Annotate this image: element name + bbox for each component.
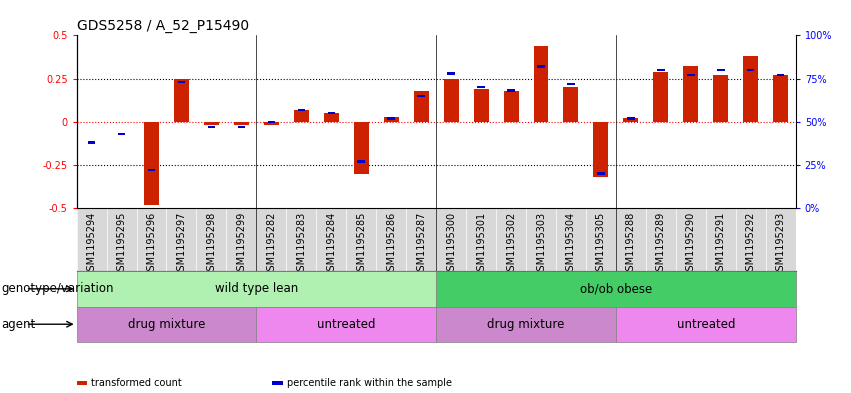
Text: GSM1195298: GSM1195298 <box>207 211 216 277</box>
Bar <box>593 122 608 177</box>
Bar <box>504 91 518 122</box>
Text: GSM1195293: GSM1195293 <box>776 211 785 277</box>
Text: percentile rank within the sample: percentile rank within the sample <box>287 378 452 388</box>
Bar <box>88 141 95 144</box>
Text: GSM1195288: GSM1195288 <box>625 211 636 277</box>
Text: wild type lean: wild type lean <box>214 282 298 296</box>
Text: GSM1195302: GSM1195302 <box>506 211 516 277</box>
Bar <box>387 117 395 119</box>
Bar <box>597 173 605 175</box>
Text: GSM1195301: GSM1195301 <box>476 211 486 277</box>
Text: ob/ob obese: ob/ob obese <box>580 282 652 296</box>
Bar <box>448 72 455 75</box>
Bar <box>657 69 665 71</box>
Bar <box>204 122 219 125</box>
Bar <box>384 117 398 122</box>
Bar <box>77 307 256 342</box>
Text: GSM1195294: GSM1195294 <box>87 211 96 277</box>
Text: GSM1195285: GSM1195285 <box>357 211 366 277</box>
Bar <box>417 95 425 97</box>
Text: GSM1195291: GSM1195291 <box>716 211 726 277</box>
Bar <box>717 69 724 71</box>
Bar <box>687 74 694 76</box>
Text: GSM1195282: GSM1195282 <box>266 211 277 277</box>
Bar <box>683 66 699 122</box>
Bar <box>267 121 275 123</box>
Bar <box>174 79 189 122</box>
Text: GSM1195289: GSM1195289 <box>656 211 665 277</box>
Text: transformed count: transformed count <box>91 378 182 388</box>
Bar <box>477 86 485 88</box>
Bar <box>624 118 638 122</box>
Bar <box>208 126 215 128</box>
Bar <box>743 56 758 122</box>
Bar <box>534 46 549 122</box>
Text: untreated: untreated <box>677 318 735 331</box>
Bar <box>357 160 365 163</box>
Text: drug mixture: drug mixture <box>488 318 565 331</box>
Text: GSM1195284: GSM1195284 <box>326 211 336 277</box>
Text: GSM1195299: GSM1195299 <box>237 211 247 277</box>
Bar <box>474 89 488 122</box>
Bar <box>627 117 635 119</box>
Bar <box>328 112 335 114</box>
Bar <box>713 75 728 122</box>
Bar <box>436 307 616 342</box>
Text: GSM1195295: GSM1195295 <box>117 211 127 277</box>
Text: drug mixture: drug mixture <box>128 318 205 331</box>
Bar <box>148 169 155 171</box>
Text: GSM1195303: GSM1195303 <box>536 211 546 277</box>
Bar <box>443 79 459 122</box>
Bar <box>507 90 515 92</box>
Text: GSM1195286: GSM1195286 <box>386 211 397 277</box>
Bar <box>117 133 125 135</box>
Bar <box>323 113 339 122</box>
Bar <box>294 110 309 122</box>
Bar <box>774 75 788 122</box>
Text: GSM1195292: GSM1195292 <box>745 211 756 277</box>
Bar <box>414 91 429 122</box>
Bar <box>234 122 248 125</box>
Text: GSM1195290: GSM1195290 <box>686 211 696 277</box>
Bar <box>436 271 796 307</box>
Text: GSM1195297: GSM1195297 <box>176 211 186 277</box>
Text: GSM1195287: GSM1195287 <box>416 211 426 277</box>
Bar <box>264 122 279 125</box>
Bar <box>237 126 245 128</box>
Text: GSM1195305: GSM1195305 <box>596 211 606 277</box>
Text: genotype/variation: genotype/variation <box>2 282 114 296</box>
Bar <box>256 307 436 342</box>
Text: GSM1195300: GSM1195300 <box>446 211 456 277</box>
Bar <box>777 74 785 76</box>
Text: GDS5258 / A_52_P15490: GDS5258 / A_52_P15490 <box>77 19 248 33</box>
Bar <box>654 72 668 122</box>
Bar <box>747 69 755 71</box>
Bar <box>178 81 186 83</box>
Bar <box>354 122 368 174</box>
Bar <box>537 65 545 68</box>
Text: GSM1195296: GSM1195296 <box>146 211 157 277</box>
Text: untreated: untreated <box>317 318 375 331</box>
Bar <box>568 83 574 85</box>
Bar <box>144 122 159 205</box>
Bar <box>616 307 796 342</box>
Text: GSM1195304: GSM1195304 <box>566 211 576 277</box>
Text: GSM1195283: GSM1195283 <box>296 211 306 277</box>
Bar <box>563 87 579 122</box>
Bar <box>77 271 437 307</box>
Bar <box>298 108 305 111</box>
Text: agent: agent <box>2 318 36 331</box>
